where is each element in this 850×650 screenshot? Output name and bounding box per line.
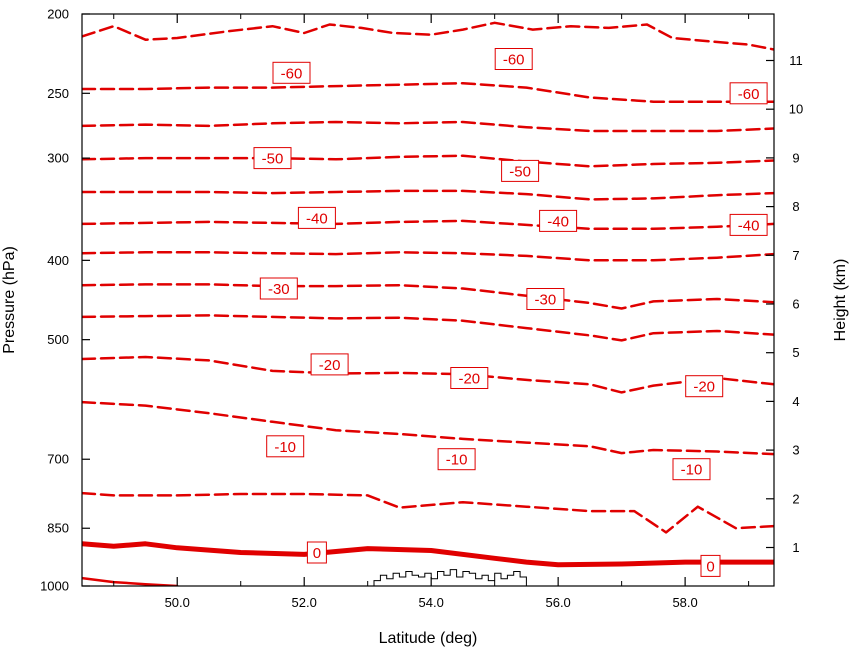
terrain-profile	[373, 569, 527, 586]
contour-label: -60	[281, 65, 303, 82]
contour-label-box	[501, 159, 540, 182]
contour-label-box	[297, 206, 336, 229]
contour-lines	[82, 21, 774, 586]
x-tick-label: 54.0	[419, 595, 444, 610]
contour-label-box	[526, 288, 565, 310]
contour-label-box	[253, 147, 292, 170]
contour-label: -60	[503, 52, 525, 69]
y-right-tick-label: 1	[792, 540, 799, 555]
y-right-tick-label: 10	[789, 102, 803, 117]
contour-label: -40	[738, 217, 760, 234]
x-tick-label: 52.0	[292, 595, 317, 610]
contour-label: -50	[509, 163, 531, 180]
y-right-tick-label: 5	[792, 345, 799, 360]
contour-line-5	[82, 576, 179, 586]
contour-line-minus10	[82, 400, 774, 456]
contour-label-box	[539, 209, 578, 232]
contour-line-0	[82, 541, 774, 568]
contour-label-box	[310, 353, 349, 376]
contour-labels: -60 -60 -60 -50 -50 -40 -40 -40 -30 -30 -20 -20 -20 -…	[253, 48, 768, 577]
y-right-tick-label: 7	[792, 248, 799, 263]
contour-label: 0	[313, 545, 321, 562]
y-left-tick-label: 1000	[40, 579, 69, 594]
contour-label: -20	[458, 371, 480, 388]
contour-line-minus40	[82, 219, 774, 231]
contour-label-box	[700, 554, 721, 577]
y-right-tick-label: 4	[792, 394, 799, 409]
x-tick-label: 50.0	[165, 595, 190, 610]
contour-label-box	[729, 213, 768, 236]
y-right-tick-label: 6	[792, 297, 799, 312]
contour-label: -10	[446, 452, 468, 469]
contour-label: -10	[681, 462, 703, 479]
contour-label-box	[672, 458, 711, 481]
y-left-axis-title: Pressure (hPa)	[1, 246, 18, 354]
y-left-tick-label: 850	[47, 521, 69, 536]
contour-label-box	[437, 448, 476, 471]
contour-line-minus30	[82, 283, 774, 310]
x-axis-title: Latitude (deg)	[379, 630, 478, 647]
contour-label: -20	[693, 379, 715, 396]
contour-line-minus65	[82, 21, 774, 51]
contour-label: -50	[262, 151, 284, 168]
contour-line-minus35	[82, 251, 774, 262]
contour-label-box	[729, 82, 768, 105]
y-left-tick-label: 500	[47, 332, 69, 347]
contour-line-minus45	[82, 189, 774, 201]
x-tick-label: 56.0	[545, 595, 570, 610]
y-right-tick-label: 11	[789, 53, 803, 68]
contour-label-box	[494, 48, 533, 70]
y-left-tick-label: 700	[47, 452, 69, 467]
y-right-tick-label: 9	[792, 150, 799, 165]
x-tick-label: 58.0	[672, 595, 697, 610]
contour-line-minus5	[82, 491, 774, 534]
axes: 50.0 52.0 54.0 56.0 58.020025030040050070085…	[40, 7, 803, 611]
y-left-tick-label: 200	[47, 7, 69, 22]
contour-label: -60	[738, 86, 760, 103]
contour-line-minus25	[82, 314, 774, 342]
contour-line-minus50	[82, 154, 774, 168]
contour-line-minus60	[82, 81, 774, 103]
y-right-axis-title: Height (km)	[832, 259, 849, 342]
contour-label-box	[272, 61, 311, 84]
contour-label-box	[266, 435, 305, 458]
y-right-tick-label: 2	[792, 491, 799, 506]
contour-label: -30	[535, 292, 557, 309]
contour-label-box	[685, 375, 724, 398]
contour-label: -10	[274, 439, 296, 456]
contour-label: -20	[319, 357, 341, 374]
contour-label-box	[259, 277, 298, 300]
y-right-tick-label: 8	[792, 199, 799, 214]
contour-label: 0	[706, 558, 714, 575]
contour-label: -40	[547, 213, 569, 230]
terrain-outline	[373, 569, 527, 586]
contour-line-minus55	[82, 120, 774, 133]
contour-label: -40	[306, 210, 328, 227]
y-left-tick-label: 300	[47, 151, 69, 166]
contour-label-box	[306, 541, 327, 564]
y-right-tick-label: 3	[792, 443, 799, 458]
y-left-tick-label: 400	[47, 253, 69, 268]
contour-label-box	[450, 367, 489, 389]
contour-label: -30	[268, 281, 290, 298]
y-left-tick-label: 250	[47, 86, 69, 101]
plot-frame	[81, 13, 775, 587]
